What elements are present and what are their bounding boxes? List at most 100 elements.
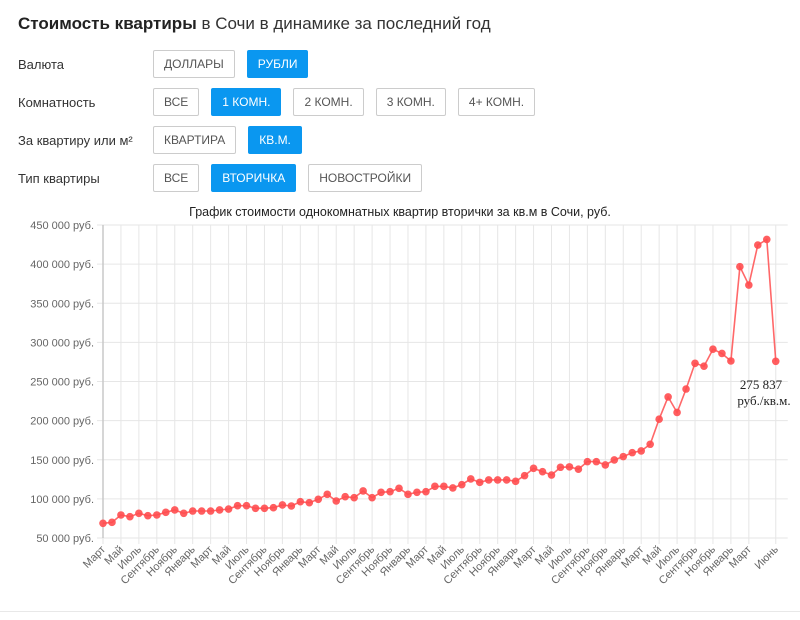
rooms-1-button[interactable]: 1 КОМН. xyxy=(211,88,282,116)
data-point[interactable] xyxy=(341,492,349,501)
data-point[interactable] xyxy=(449,484,457,492)
data-point[interactable] xyxy=(475,478,484,487)
data-point[interactable] xyxy=(718,349,726,358)
data-point[interactable] xyxy=(224,505,233,513)
unit-sqm-button[interactable]: КВ.М. xyxy=(248,126,302,154)
data-point[interactable] xyxy=(260,504,269,513)
y-tick-label: 350 000 руб. xyxy=(30,298,94,310)
y-tick-label: 50 000 руб. xyxy=(36,533,94,545)
data-point[interactable] xyxy=(628,448,637,457)
filter-currency: Валюта ДОЛЛАРЫ РУБЛИ xyxy=(18,50,320,78)
data-point[interactable] xyxy=(368,493,376,502)
data-point[interactable] xyxy=(484,476,493,484)
data-point[interactable] xyxy=(520,471,529,480)
annotation-value: 275 837 xyxy=(740,377,783,392)
data-point[interactable] xyxy=(197,507,206,515)
data-point[interactable] xyxy=(359,487,367,495)
type-secondary-button[interactable]: ВТОРИЧКА xyxy=(211,164,297,192)
data-point[interactable] xyxy=(762,235,771,244)
data-point[interactable] xyxy=(269,503,278,512)
data-point[interactable] xyxy=(727,357,735,365)
data-point[interactable] xyxy=(646,440,654,449)
data-point[interactable] xyxy=(179,509,188,518)
currency-rubles-button[interactable]: РУБЛИ xyxy=(246,50,309,78)
data-point[interactable] xyxy=(188,507,197,515)
data-point[interactable] xyxy=(466,475,475,483)
data-point[interactable] xyxy=(126,512,134,521)
rooms-4plus-button[interactable]: 4+ КОМН. xyxy=(457,88,536,116)
data-point[interactable] xyxy=(493,476,502,484)
data-point[interactable] xyxy=(305,498,314,507)
currency-dollars-button[interactable]: ДОЛЛАРЫ xyxy=(153,50,235,78)
data-point[interactable] xyxy=(314,495,323,504)
data-point[interactable] xyxy=(287,502,296,510)
data-point[interactable] xyxy=(691,359,699,368)
price-series xyxy=(99,235,780,528)
data-point[interactable] xyxy=(458,480,466,489)
data-point[interactable] xyxy=(350,493,358,502)
data-point[interactable] xyxy=(529,464,538,473)
data-point[interactable] xyxy=(440,482,448,491)
data-point[interactable] xyxy=(565,463,574,471)
unit-apartment-button[interactable]: КВАРТИРА xyxy=(153,126,237,154)
page-title-rest: в Сочи в динамике за последний год xyxy=(196,14,491,33)
data-point[interactable] xyxy=(153,511,161,519)
data-point[interactable] xyxy=(413,488,421,497)
data-point[interactable] xyxy=(117,511,125,519)
y-tick-label: 200 000 руб. xyxy=(30,416,94,428)
data-point[interactable] xyxy=(511,477,520,486)
data-point[interactable] xyxy=(395,484,403,493)
data-point[interactable] xyxy=(386,487,394,496)
type-new-button[interactable]: НОВОСТРОЙКИ xyxy=(308,164,423,192)
data-point[interactable] xyxy=(242,501,251,510)
data-point[interactable] xyxy=(655,415,663,424)
data-point[interactable] xyxy=(619,452,628,461)
data-point[interactable] xyxy=(583,457,592,466)
data-point[interactable] xyxy=(215,506,224,514)
rooms-3-button[interactable]: 3 КОМН. xyxy=(375,88,446,116)
data-point[interactable] xyxy=(601,461,610,469)
data-point[interactable] xyxy=(682,385,690,393)
data-point[interactable] xyxy=(108,518,116,527)
data-point[interactable] xyxy=(135,509,143,518)
data-point[interactable] xyxy=(538,467,547,476)
rooms-all-button[interactable]: ВСЕ xyxy=(153,88,200,116)
rooms-2-button[interactable]: 2 КОМН. xyxy=(293,88,364,116)
data-point[interactable] xyxy=(251,504,260,513)
data-point[interactable] xyxy=(377,488,385,497)
type-all-button[interactable]: ВСЕ xyxy=(153,164,200,192)
data-point[interactable] xyxy=(673,408,681,417)
data-point[interactable] xyxy=(637,447,645,455)
data-point[interactable] xyxy=(144,511,152,520)
filter-label: За квартиру или м² xyxy=(18,132,133,148)
data-point[interactable] xyxy=(610,456,619,464)
data-point[interactable] xyxy=(754,241,762,249)
data-point[interactable] xyxy=(502,476,511,484)
data-point[interactable] xyxy=(736,262,744,271)
data-point[interactable] xyxy=(574,465,583,474)
data-point[interactable] xyxy=(700,362,708,370)
data-point[interactable] xyxy=(296,497,305,506)
data-point[interactable] xyxy=(547,471,556,479)
data-point[interactable] xyxy=(592,457,601,466)
footer-divider xyxy=(0,611,800,612)
data-point[interactable] xyxy=(161,508,170,517)
data-point[interactable] xyxy=(771,357,780,366)
data-point[interactable] xyxy=(233,501,242,510)
data-point[interactable] xyxy=(709,345,717,353)
data-point[interactable] xyxy=(99,519,107,528)
data-point[interactable] xyxy=(206,507,215,515)
filter-unit: За квартиру или м² КВАРТИРА КВ.М. xyxy=(18,126,314,154)
data-point[interactable] xyxy=(422,487,430,496)
y-tick-label: 400 000 руб. xyxy=(30,259,94,271)
data-point[interactable] xyxy=(332,497,341,505)
chart-grid xyxy=(97,224,788,544)
data-point[interactable] xyxy=(323,490,332,499)
data-point[interactable] xyxy=(664,393,672,401)
data-point[interactable] xyxy=(431,482,439,491)
data-point[interactable] xyxy=(745,281,753,289)
data-point[interactable] xyxy=(278,501,287,509)
data-point[interactable] xyxy=(404,490,412,499)
data-point[interactable] xyxy=(556,463,565,472)
data-point[interactable] xyxy=(170,506,179,514)
